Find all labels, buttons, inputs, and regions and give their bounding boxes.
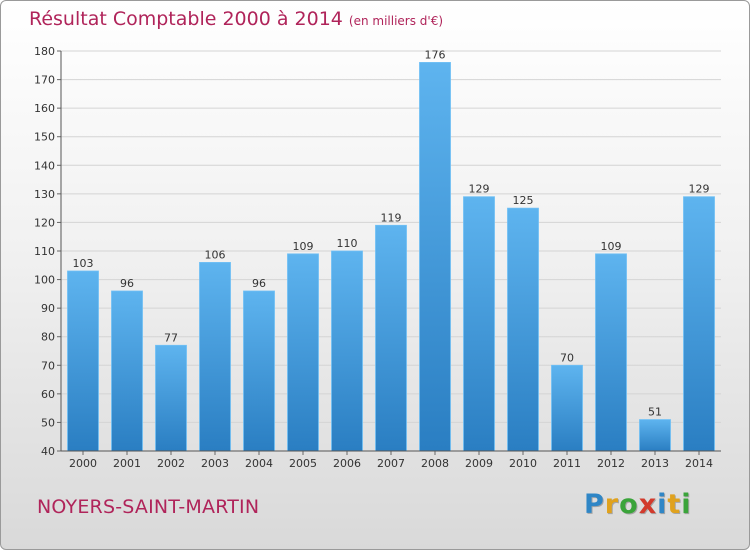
bar-2000 [67, 270, 99, 452]
bars [67, 62, 715, 452]
proxiti-logo: Proxiti [584, 489, 692, 520]
value-label: 96 [252, 277, 266, 290]
logo-letter: r [604, 489, 620, 520]
y-tick-label: 160 [34, 102, 55, 115]
axes [57, 50, 721, 455]
y-tick-label: 110 [34, 245, 55, 258]
bar-2004 [243, 290, 275, 452]
x-tick-label: 2012 [597, 457, 625, 470]
value-label: 125 [513, 194, 534, 207]
town-name: NOYERS-SAINT-MARTIN [37, 496, 260, 518]
x-tick-label: 2003 [201, 457, 229, 470]
bar-2009 [463, 196, 495, 452]
bar-2001 [111, 290, 143, 452]
y-tick-label: 80 [41, 331, 55, 344]
bar-2014 [683, 196, 715, 452]
y-tick-label: 170 [34, 74, 55, 87]
y-tick-label: 40 [41, 445, 55, 458]
x-tick-label: 2013 [641, 457, 669, 470]
y-tick-label: 50 [41, 416, 55, 429]
value-label: 129 [689, 183, 710, 196]
value-label: 110 [337, 237, 358, 250]
bar-2012 [595, 253, 627, 452]
x-tick-label: 2008 [421, 457, 449, 470]
bar-2005 [287, 253, 319, 452]
y-tick-label: 70 [41, 359, 55, 372]
y-tick-label: 130 [34, 188, 55, 201]
bar-2003 [199, 262, 231, 452]
value-label: 96 [120, 277, 134, 290]
y-tick-label: 150 [34, 131, 55, 144]
value-label: 106 [205, 248, 226, 261]
x-tick-label: 2011 [553, 457, 581, 470]
logo-letter: i [681, 489, 692, 520]
y-tick-label: 120 [34, 216, 55, 229]
bar-2010 [507, 207, 539, 452]
x-tick-label: 2002 [157, 457, 185, 470]
x-tick-label: 2006 [333, 457, 361, 470]
y-tick-label: 90 [41, 302, 55, 315]
bar-2006 [331, 250, 363, 452]
labels: 40 50 60 70 80 90 100 110 120 130 140 150 160 170 180 1… [34, 45, 713, 470]
logo-letter: o [619, 489, 639, 520]
bar-2002 [155, 344, 187, 452]
x-tick-label: 2001 [113, 457, 141, 470]
logo-letter: i [657, 489, 668, 520]
y-tick-label: 140 [34, 159, 55, 172]
chart-title: Résultat Comptable 2000 à 2014 (en millie… [29, 8, 443, 30]
value-label: 109 [293, 240, 314, 253]
value-label: 109 [601, 240, 622, 253]
x-tick-label: 2000 [69, 457, 97, 470]
chart-title-text: Résultat Comptable 2000 à 2014 [29, 8, 343, 30]
y-tick-label: 180 [34, 45, 55, 58]
value-label: 70 [560, 351, 574, 364]
y-tick-label: 60 [41, 388, 55, 401]
value-label: 129 [469, 183, 490, 196]
x-tick-label: 2005 [289, 457, 317, 470]
bar-2011 [551, 364, 583, 452]
y-tick-label: 100 [34, 274, 55, 287]
x-tick-label: 2007 [377, 457, 405, 470]
bar-2013 [639, 419, 671, 452]
x-tick-label: 2014 [685, 457, 713, 470]
x-tick-label: 2010 [509, 457, 537, 470]
value-label: 51 [648, 406, 662, 419]
x-tick-label: 2009 [465, 457, 493, 470]
logo-letter: t [667, 489, 682, 520]
value-label: 103 [73, 257, 94, 270]
value-label: 119 [381, 211, 402, 224]
bar-2008 [419, 62, 451, 452]
chart-subtitle: (en milliers d'€) [348, 14, 444, 28]
logo-letter: P [584, 489, 605, 520]
x-tick-label: 2004 [245, 457, 273, 470]
value-label: 176 [425, 48, 446, 61]
bar-2007 [375, 224, 407, 452]
logo-letter: x [638, 489, 658, 520]
value-label: 77 [164, 331, 178, 344]
